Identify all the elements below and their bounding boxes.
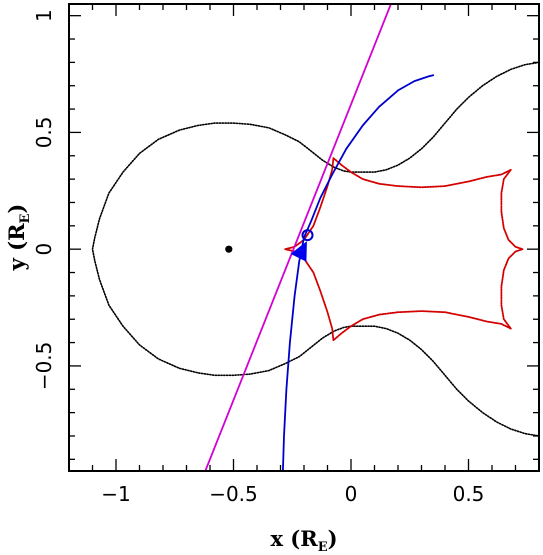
plot-area (91, 4, 539, 471)
y-tick-label: −0.5 (32, 342, 56, 391)
y-tick-label: 0.5 (32, 116, 56, 148)
x-axis-label: x (RE) (270, 526, 337, 555)
y-axis-label: y (RE) (4, 204, 33, 272)
x-tick-label: −1 (101, 482, 130, 506)
critical-curve-line (91, 61, 539, 437)
source-position-marker (301, 229, 314, 242)
caustic-line (284, 157, 524, 342)
x-tick-label: 0 (345, 482, 358, 506)
x-tick-label: −0.5 (209, 482, 258, 506)
y-tick-label: 0 (32, 243, 56, 256)
axis-ticks: −1 −0.5 0 0.5 −0.5 0 0.5 1 (32, 4, 540, 506)
x-tick-label: 0.5 (453, 482, 485, 506)
lens-point (225, 245, 233, 253)
y-tick-label: 1 (32, 9, 56, 22)
direction-arrow (290, 241, 307, 262)
source-trajectory-line (282, 74, 435, 471)
straight-trajectory-line (204, 4, 392, 471)
